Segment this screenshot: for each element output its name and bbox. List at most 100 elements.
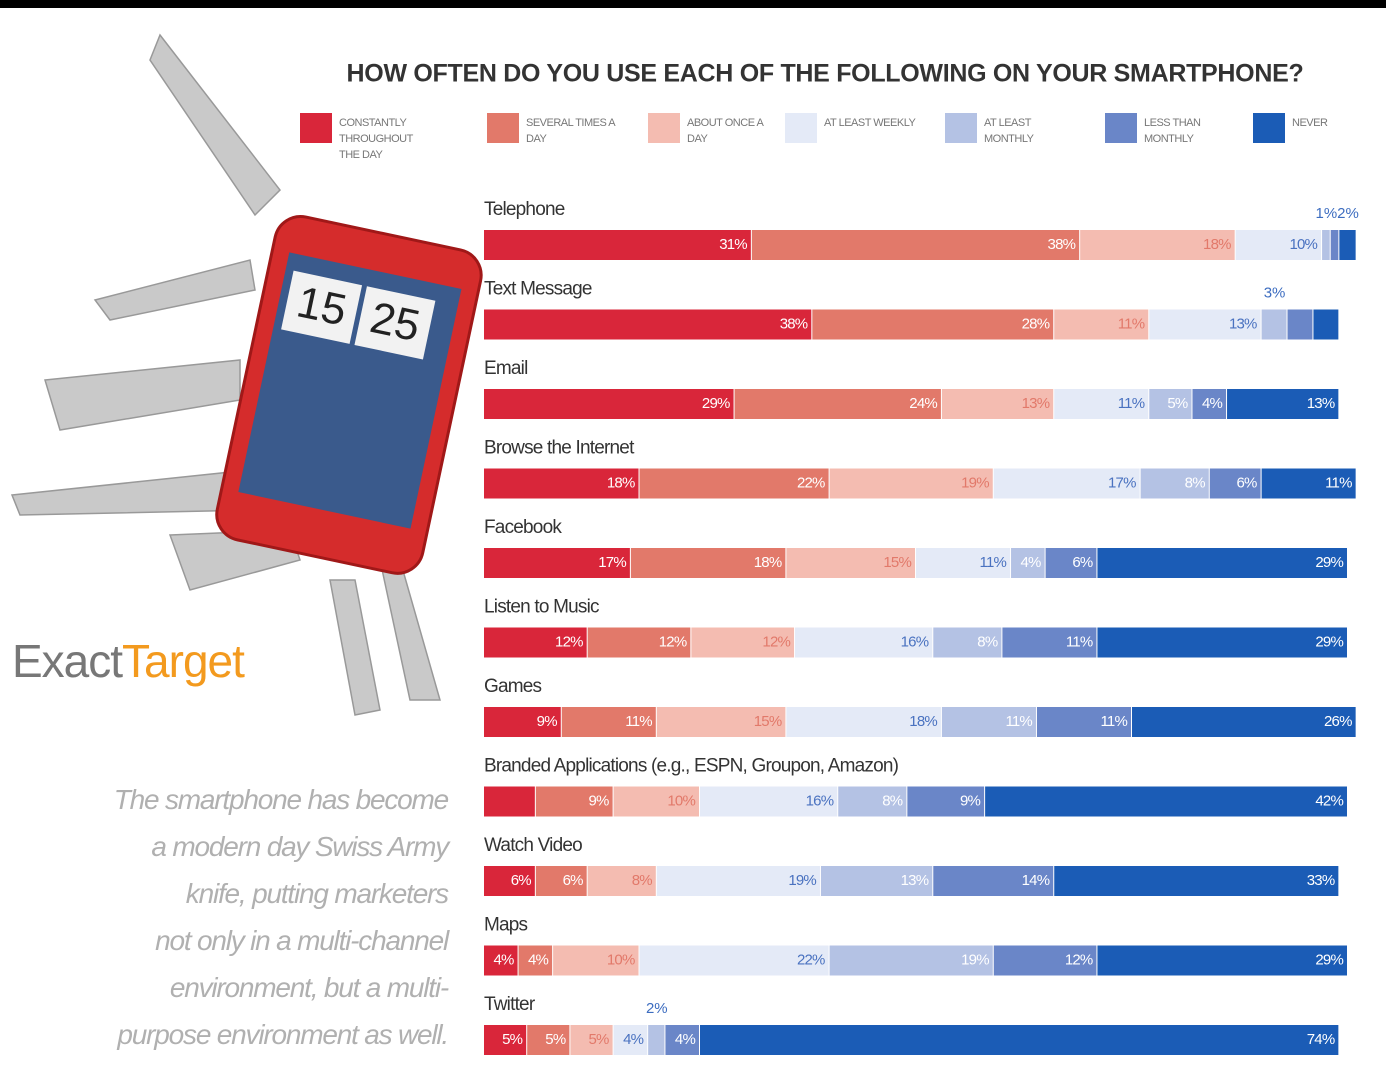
data-label: 38% bbox=[1048, 236, 1076, 253]
data-label: 10% bbox=[667, 792, 695, 809]
legend-label: NEVER bbox=[1292, 115, 1386, 131]
data-label: 4% bbox=[1021, 554, 1042, 571]
page: {"chart_data": {"type": "stacked-bar-hor… bbox=[0, 0, 1386, 1086]
data-label: 1% bbox=[1316, 205, 1338, 222]
quote-line: not only in a multi-channel bbox=[28, 917, 448, 964]
data-label: 19% bbox=[961, 474, 989, 491]
bar-segment bbox=[1339, 230, 1355, 260]
data-label: 18% bbox=[909, 713, 937, 730]
bar-segment bbox=[1322, 230, 1330, 260]
category-label: Branded Applications (e.g., ESPN, Groupo… bbox=[484, 756, 899, 777]
category-label: Email bbox=[484, 358, 528, 379]
bar-segment bbox=[1054, 866, 1338, 896]
data-label: 8% bbox=[882, 792, 903, 809]
data-label: 3% bbox=[1264, 284, 1286, 301]
quote-line: a modern day Swiss Army bbox=[28, 823, 448, 870]
data-label: 4% bbox=[493, 951, 514, 968]
legend-swatch bbox=[648, 113, 680, 143]
bar-segment bbox=[648, 1025, 664, 1055]
data-label: 4% bbox=[623, 1031, 644, 1048]
data-label: 29% bbox=[1315, 951, 1343, 968]
bar-segment bbox=[812, 310, 1053, 340]
legend-label: LESS THAN MONTHLY bbox=[1144, 115, 1239, 147]
top-bar bbox=[0, 0, 1386, 8]
data-label: 12% bbox=[1065, 951, 1093, 968]
data-label: 10% bbox=[607, 951, 635, 968]
data-label: 18% bbox=[607, 474, 635, 491]
data-label: 10% bbox=[1289, 236, 1317, 253]
data-label: 5% bbox=[502, 1031, 523, 1048]
data-label: 12% bbox=[555, 633, 583, 650]
data-label: 18% bbox=[754, 554, 782, 571]
legend-label: CONSTANTLY THROUGHOUT THE DAY bbox=[339, 115, 434, 163]
data-label: 19% bbox=[788, 872, 816, 889]
bar-segment bbox=[1313, 310, 1338, 340]
data-label: 22% bbox=[797, 951, 825, 968]
data-label: 6% bbox=[563, 872, 584, 889]
data-label: 2% bbox=[646, 1000, 668, 1017]
bar-segment bbox=[700, 1025, 1338, 1055]
legend-swatch bbox=[487, 113, 519, 143]
data-label: 6% bbox=[1072, 554, 1093, 571]
data-label: 9% bbox=[589, 792, 610, 809]
data-label: 18% bbox=[1203, 236, 1231, 253]
data-label: 11% bbox=[1005, 713, 1032, 730]
data-label: 17% bbox=[1108, 474, 1136, 491]
data-label: 29% bbox=[1315, 633, 1343, 650]
data-label: 15% bbox=[754, 713, 782, 730]
data-label: 28% bbox=[1022, 315, 1050, 332]
data-label: 11% bbox=[980, 554, 1007, 571]
data-label: 5% bbox=[589, 1031, 610, 1048]
data-label: 4% bbox=[1202, 395, 1223, 412]
data-label: 4% bbox=[675, 1031, 696, 1048]
bar-segment bbox=[484, 787, 535, 817]
bar-segment bbox=[1097, 628, 1347, 658]
data-label: 6% bbox=[511, 872, 532, 889]
data-label: 11% bbox=[1325, 474, 1352, 491]
bar-segment bbox=[484, 310, 811, 340]
data-label: 8% bbox=[632, 872, 653, 889]
bar-segment bbox=[1132, 707, 1356, 737]
chart-title: HOW OFTEN DO YOU USE EACH OF THE FOLLOWI… bbox=[347, 60, 1304, 88]
data-label: 13% bbox=[901, 872, 929, 889]
legend-swatch bbox=[945, 113, 977, 143]
logo-first: Exact bbox=[12, 635, 123, 687]
phone: 15 25 bbox=[212, 212, 486, 578]
data-label: 13% bbox=[1022, 395, 1050, 412]
bar-segment bbox=[1288, 310, 1313, 340]
quote-line: knife, putting marketers bbox=[28, 870, 448, 917]
category-label: Facebook bbox=[484, 517, 562, 538]
data-label: 12% bbox=[762, 633, 790, 650]
data-label: 42% bbox=[1315, 792, 1343, 809]
data-label: 13% bbox=[1307, 395, 1335, 412]
data-label: 9% bbox=[537, 713, 558, 730]
bar-segment bbox=[484, 230, 751, 260]
data-label: 2% bbox=[1337, 205, 1359, 222]
data-label: 17% bbox=[598, 554, 626, 571]
quote-line: environment, but a multi- bbox=[28, 964, 448, 1011]
category-label: Text Message bbox=[484, 279, 592, 300]
data-label: 5% bbox=[545, 1031, 566, 1048]
data-label: 29% bbox=[702, 395, 730, 412]
data-label: 29% bbox=[1315, 554, 1343, 571]
legend-swatch bbox=[785, 113, 817, 143]
category-label: Browse the Internet bbox=[484, 438, 635, 459]
data-label: 6% bbox=[1237, 474, 1258, 491]
bar-segment bbox=[1262, 310, 1287, 340]
category-label: Twitter bbox=[484, 994, 536, 1015]
data-label: 22% bbox=[797, 474, 825, 491]
data-label: 31% bbox=[719, 236, 747, 253]
data-label: 12% bbox=[659, 633, 687, 650]
bar-segment bbox=[484, 389, 734, 419]
data-label: 26% bbox=[1324, 713, 1352, 730]
data-label: 38% bbox=[780, 315, 808, 332]
quote: The smartphone has becomea modern day Sw… bbox=[28, 776, 448, 1058]
legend-swatch bbox=[1105, 113, 1137, 143]
category-label: Games bbox=[484, 676, 542, 697]
data-label: 11% bbox=[625, 713, 652, 730]
bar-segment bbox=[1097, 946, 1347, 976]
quote-line: The smartphone has become bbox=[28, 776, 448, 823]
data-label: 24% bbox=[909, 395, 937, 412]
data-label: 16% bbox=[901, 633, 929, 650]
category-label: Listen to Music bbox=[484, 597, 599, 618]
